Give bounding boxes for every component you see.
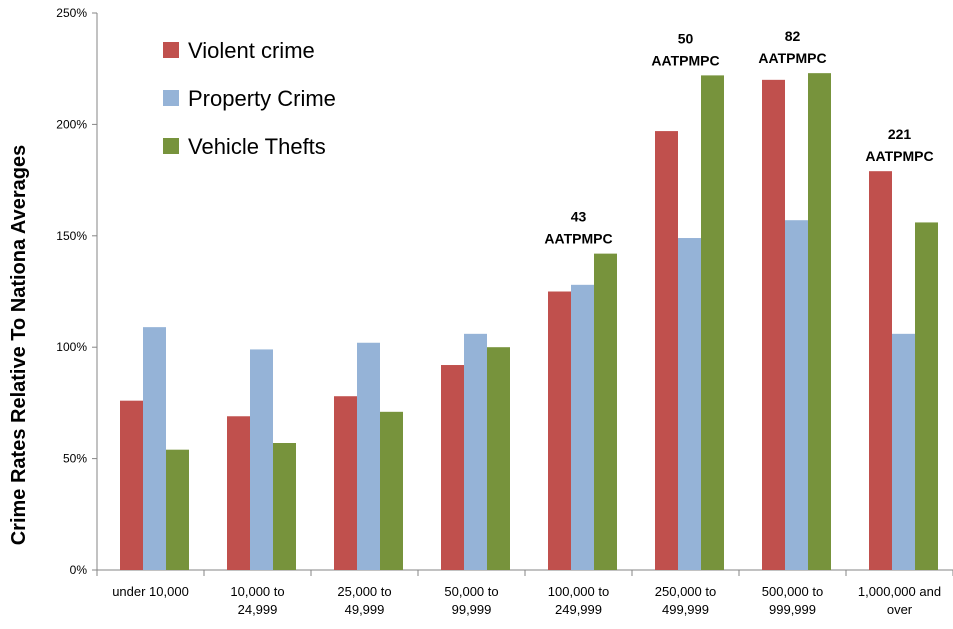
- annotation-line: 82: [785, 28, 801, 44]
- bar-property-crime: [357, 342, 380, 570]
- x-tick-label-line: 100,000 to: [548, 584, 609, 599]
- legend: Violent crime Property Crime Vehicle Theft…: [163, 38, 336, 159]
- x-tick-label: 10,000 to 24,999: [230, 584, 284, 617]
- bar-property-crime: [571, 284, 594, 570]
- x-tick-label-line: 25,000 to: [337, 584, 391, 599]
- bar-vehicle-thefts: [808, 73, 831, 570]
- bar-violent-crime: [120, 400, 143, 570]
- x-tick-label-line: 49,999: [345, 602, 385, 617]
- annotation-line: 50: [678, 30, 694, 46]
- bar-violent-crime: [334, 396, 357, 570]
- axes-layer: 0% 50% 100% 150% 200% 250% under 10,000 10,000 …: [56, 6, 953, 617]
- x-tick-label-line: over: [887, 602, 913, 617]
- annotation-label: 82 AATPMPC: [758, 28, 826, 66]
- bar-vehicle-thefts: [594, 253, 617, 570]
- annotation-line: AATPMPC: [651, 52, 719, 68]
- legend-swatch-property-crime: [163, 90, 179, 106]
- annotation-line: 221: [888, 126, 912, 142]
- bar-property-crime: [678, 238, 701, 570]
- x-tick-label-line: 250,000 to: [655, 584, 716, 599]
- bar-vehicle-thefts: [915, 222, 938, 570]
- annotations-layer: 43 AATPMPC 50 AATPMPC 82 AATPMPC 221 AATPMPC: [544, 28, 933, 246]
- x-tick-label: 50,000 to 99,999: [444, 584, 498, 617]
- annotation-label: 43 AATPMPC: [544, 209, 612, 247]
- y-tick-label: 0%: [70, 563, 88, 577]
- y-tick-label: 200%: [56, 117, 87, 131]
- bar-vehicle-thefts: [487, 347, 510, 570]
- x-tick-label: under 10,000: [112, 584, 189, 599]
- annotation-line: AATPMPC: [544, 231, 612, 247]
- legend-label: Property Crime: [188, 86, 336, 111]
- x-tick-label: 250,000 to 499,999: [655, 584, 716, 617]
- bar-vehicle-thefts: [380, 411, 403, 570]
- legend-label: Violent crime: [188, 38, 315, 63]
- bar-vehicle-thefts: [273, 443, 296, 570]
- x-tick-label-line: 1,000,000 and: [858, 584, 941, 599]
- bar-property-crime: [892, 333, 915, 570]
- bars-layer: [120, 73, 938, 571]
- x-tick-label-line: 24,999: [238, 602, 278, 617]
- annotation-line: AATPMPC: [865, 148, 933, 164]
- x-tick-label: 1,000,000 and over: [858, 584, 941, 617]
- x-tick-label-line: 999,999: [769, 602, 816, 617]
- legend-label: Vehicle Thefts: [188, 134, 326, 159]
- x-tick-label-line: 500,000 to: [762, 584, 823, 599]
- y-tick-label: 50%: [63, 452, 87, 466]
- x-tick-label-line: 249,999: [555, 602, 602, 617]
- bar-vehicle-thefts: [701, 75, 724, 570]
- x-tick-label-line: 99,999: [452, 602, 492, 617]
- bar-vehicle-thefts: [166, 449, 189, 570]
- legend-swatch-vehicle-thefts: [163, 138, 179, 154]
- bar-property-crime: [464, 333, 487, 570]
- annotation-label: 221 AATPMPC: [865, 126, 933, 164]
- bar-violent-crime: [869, 171, 892, 571]
- bar-violent-crime: [441, 365, 464, 570]
- x-tick-label-line: 499,999: [662, 602, 709, 617]
- bar-property-crime: [785, 220, 808, 571]
- x-tick-label-line: under 10,000: [112, 584, 189, 599]
- x-tick-label: 500,000 to 999,999: [762, 584, 823, 617]
- bar-violent-crime: [548, 291, 571, 570]
- annotation-line: 43: [571, 209, 587, 225]
- bar-violent-crime: [227, 416, 250, 570]
- bar-violent-crime: [655, 131, 678, 571]
- x-tick-label: 100,000 to 249,999: [548, 584, 609, 617]
- y-axis-label: Crime Rates Relative To Nationa Averages: [8, 145, 30, 546]
- bar-violent-crime: [762, 79, 785, 570]
- bar-property-crime: [250, 349, 273, 570]
- legend-swatch-violent-crime: [163, 42, 179, 58]
- bar-property-crime: [143, 327, 166, 570]
- x-tick-label-line: 50,000 to: [444, 584, 498, 599]
- y-tick-label: 250%: [56, 6, 87, 20]
- x-tick-label-line: 10,000 to: [230, 584, 284, 599]
- y-tick-label: 100%: [56, 340, 87, 354]
- y-tick-label: 150%: [56, 229, 87, 243]
- x-tick-label: 25,000 to 49,999: [337, 584, 391, 617]
- annotation-label: 50 AATPMPC: [651, 30, 719, 68]
- annotation-line: AATPMPC: [758, 50, 826, 66]
